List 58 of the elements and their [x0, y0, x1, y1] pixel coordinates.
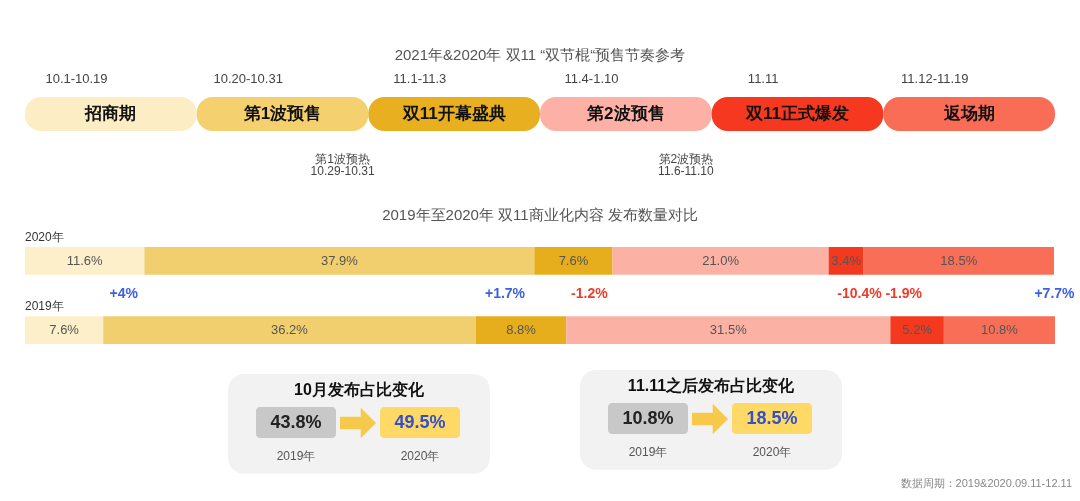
bar — [890, 316, 944, 345]
text: 10.1-10.19 — [45, 71, 108, 86]
category-label: 2020年 — [752, 445, 792, 459]
annotation: -1.9% — [885, 285, 923, 301]
data-label: 37.9% — [320, 252, 359, 268]
text: 数据周期：2019&2020.09.11-12.11 — [900, 477, 1072, 489]
data-label: 31.5% — [709, 322, 748, 338]
category-label: 2019年 — [628, 445, 668, 459]
data-label: 10.8% — [622, 408, 674, 428]
bar — [25, 316, 104, 345]
bar — [612, 246, 829, 275]
data-label: 49.5% — [394, 412, 446, 432]
data-label: 36.2% — [271, 322, 309, 338]
bar — [475, 316, 567, 345]
annotation: +1.7% — [484, 285, 526, 301]
data-label: 11.6% — [66, 252, 104, 268]
category-label: 2019年 — [276, 449, 316, 463]
text: 11.1-11.3 — [393, 71, 447, 86]
text: 11.11之后发布占比变化 — [627, 377, 796, 394]
text: 11.4-1.10 — [564, 71, 619, 86]
text: 11.12-11.19 — [901, 71, 969, 86]
annotation: +7.7% — [1034, 285, 1076, 301]
data-label: 3.4% — [831, 252, 862, 268]
category-label: 第2波预售 — [586, 104, 665, 123]
text: 第2波预热 — [658, 152, 714, 166]
bar — [144, 246, 535, 275]
category-label: 招商期 — [84, 104, 137, 123]
bar — [863, 246, 1054, 275]
annotation: -1.2% — [571, 285, 609, 301]
bar — [103, 316, 476, 345]
data-label: 7.6% — [558, 252, 589, 268]
data-label: 5.2% — [902, 322, 933, 338]
annotation: +4% — [109, 285, 139, 301]
category-label: 返场期 — [942, 104, 995, 123]
data-label: 18.5% — [940, 252, 978, 268]
category-label: 第1波预售 — [242, 104, 322, 123]
category-label: 双11正式爆发 — [745, 104, 849, 123]
data-label: 43.8% — [270, 412, 322, 432]
annotation: -10.4% — [837, 285, 883, 301]
text: 11.11 — [747, 71, 779, 86]
category-label: 双11开幕盛典 — [401, 104, 506, 123]
text: 2021年&2020年 双11 “双节棍“预售节奏参考 — [394, 46, 686, 63]
data-label: 7.6% — [49, 322, 80, 338]
text: 10月发布占比变化 — [294, 381, 425, 398]
data-label: 10.8% — [981, 322, 1019, 338]
bar — [25, 246, 145, 275]
chart-title: 2019年至2020年 双11商业化内容 发布数量对比 — [382, 205, 698, 223]
data-label: 8.8% — [506, 322, 537, 338]
data-label: 21.0% — [702, 252, 740, 268]
text: 第1波预热 — [315, 152, 370, 166]
text: 11.6-11.10 — [658, 164, 714, 178]
category-label: 2020年 — [400, 449, 440, 463]
bar — [534, 246, 613, 275]
text: 10.20-10.31 — [213, 71, 283, 86]
bar — [943, 316, 1055, 345]
bar — [566, 316, 891, 345]
text: 10.29-10.31 — [310, 164, 375, 178]
data-label: 18.5% — [746, 408, 798, 428]
